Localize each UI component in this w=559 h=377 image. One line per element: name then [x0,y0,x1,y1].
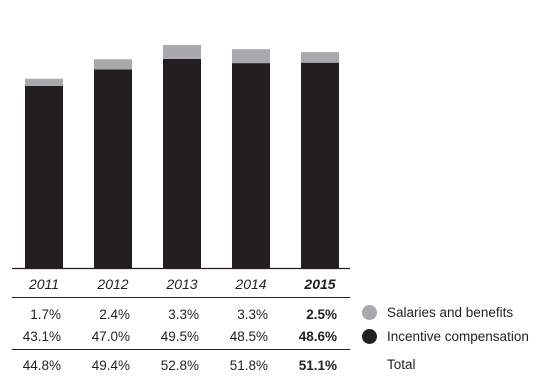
year-label-2011: 2011 [28,276,59,292]
legend-label-incentive: Incentive compensation [387,329,529,344]
legend-label-salaries: Salaries and benefits [387,305,514,320]
year-label-2013: 2013 [165,276,197,292]
value-salaries-2015: 2.5% [306,307,337,322]
value-total-2013: 52.8% [161,358,199,373]
value-incentive-2013: 49.5% [161,329,199,344]
bar-incentive-2012 [94,69,132,268]
bar-incentive-2015 [301,62,339,268]
value-total-2012: 49.4% [92,358,130,373]
legend-item-total: Total [362,357,416,372]
value-total-2015: 51.1% [299,358,337,373]
legend-label-total: Total [387,357,416,372]
legend-swatch-incentive [362,329,377,344]
value-salaries-2014: 3.3% [237,307,268,322]
year-label-2012: 2012 [96,276,128,292]
bar-salaries-2014 [232,49,270,64]
bar-salaries-2013 [163,44,201,59]
legend-swatch-salaries [362,305,377,320]
value-incentive-2015: 48.6% [299,329,337,344]
value-total-2011: 44.8% [23,358,61,373]
value-incentive-2014: 48.5% [230,329,268,344]
bar-salaries-2015 [301,52,339,63]
value-incentive-2012: 47.0% [92,329,130,344]
legend-item-incentive: Incentive compensation [362,329,529,344]
value-incentive-2011: 43.1% [23,329,61,344]
bar-incentive-2014 [232,63,270,269]
value-salaries-2011: 1.7% [30,307,61,322]
legend-item-salaries: Salaries and benefits [362,305,513,320]
value-total-2014: 51.8% [230,358,268,373]
bar-incentive-2011 [25,85,63,268]
bar-incentive-2013 [163,58,201,268]
year-label-2014: 2014 [234,276,266,292]
value-salaries-2012: 2.4% [99,307,130,322]
value-salaries-2013: 3.3% [168,307,199,322]
year-label-2015: 2015 [303,276,335,292]
bar-salaries-2012 [94,59,132,70]
bar-salaries-2011 [25,78,63,86]
